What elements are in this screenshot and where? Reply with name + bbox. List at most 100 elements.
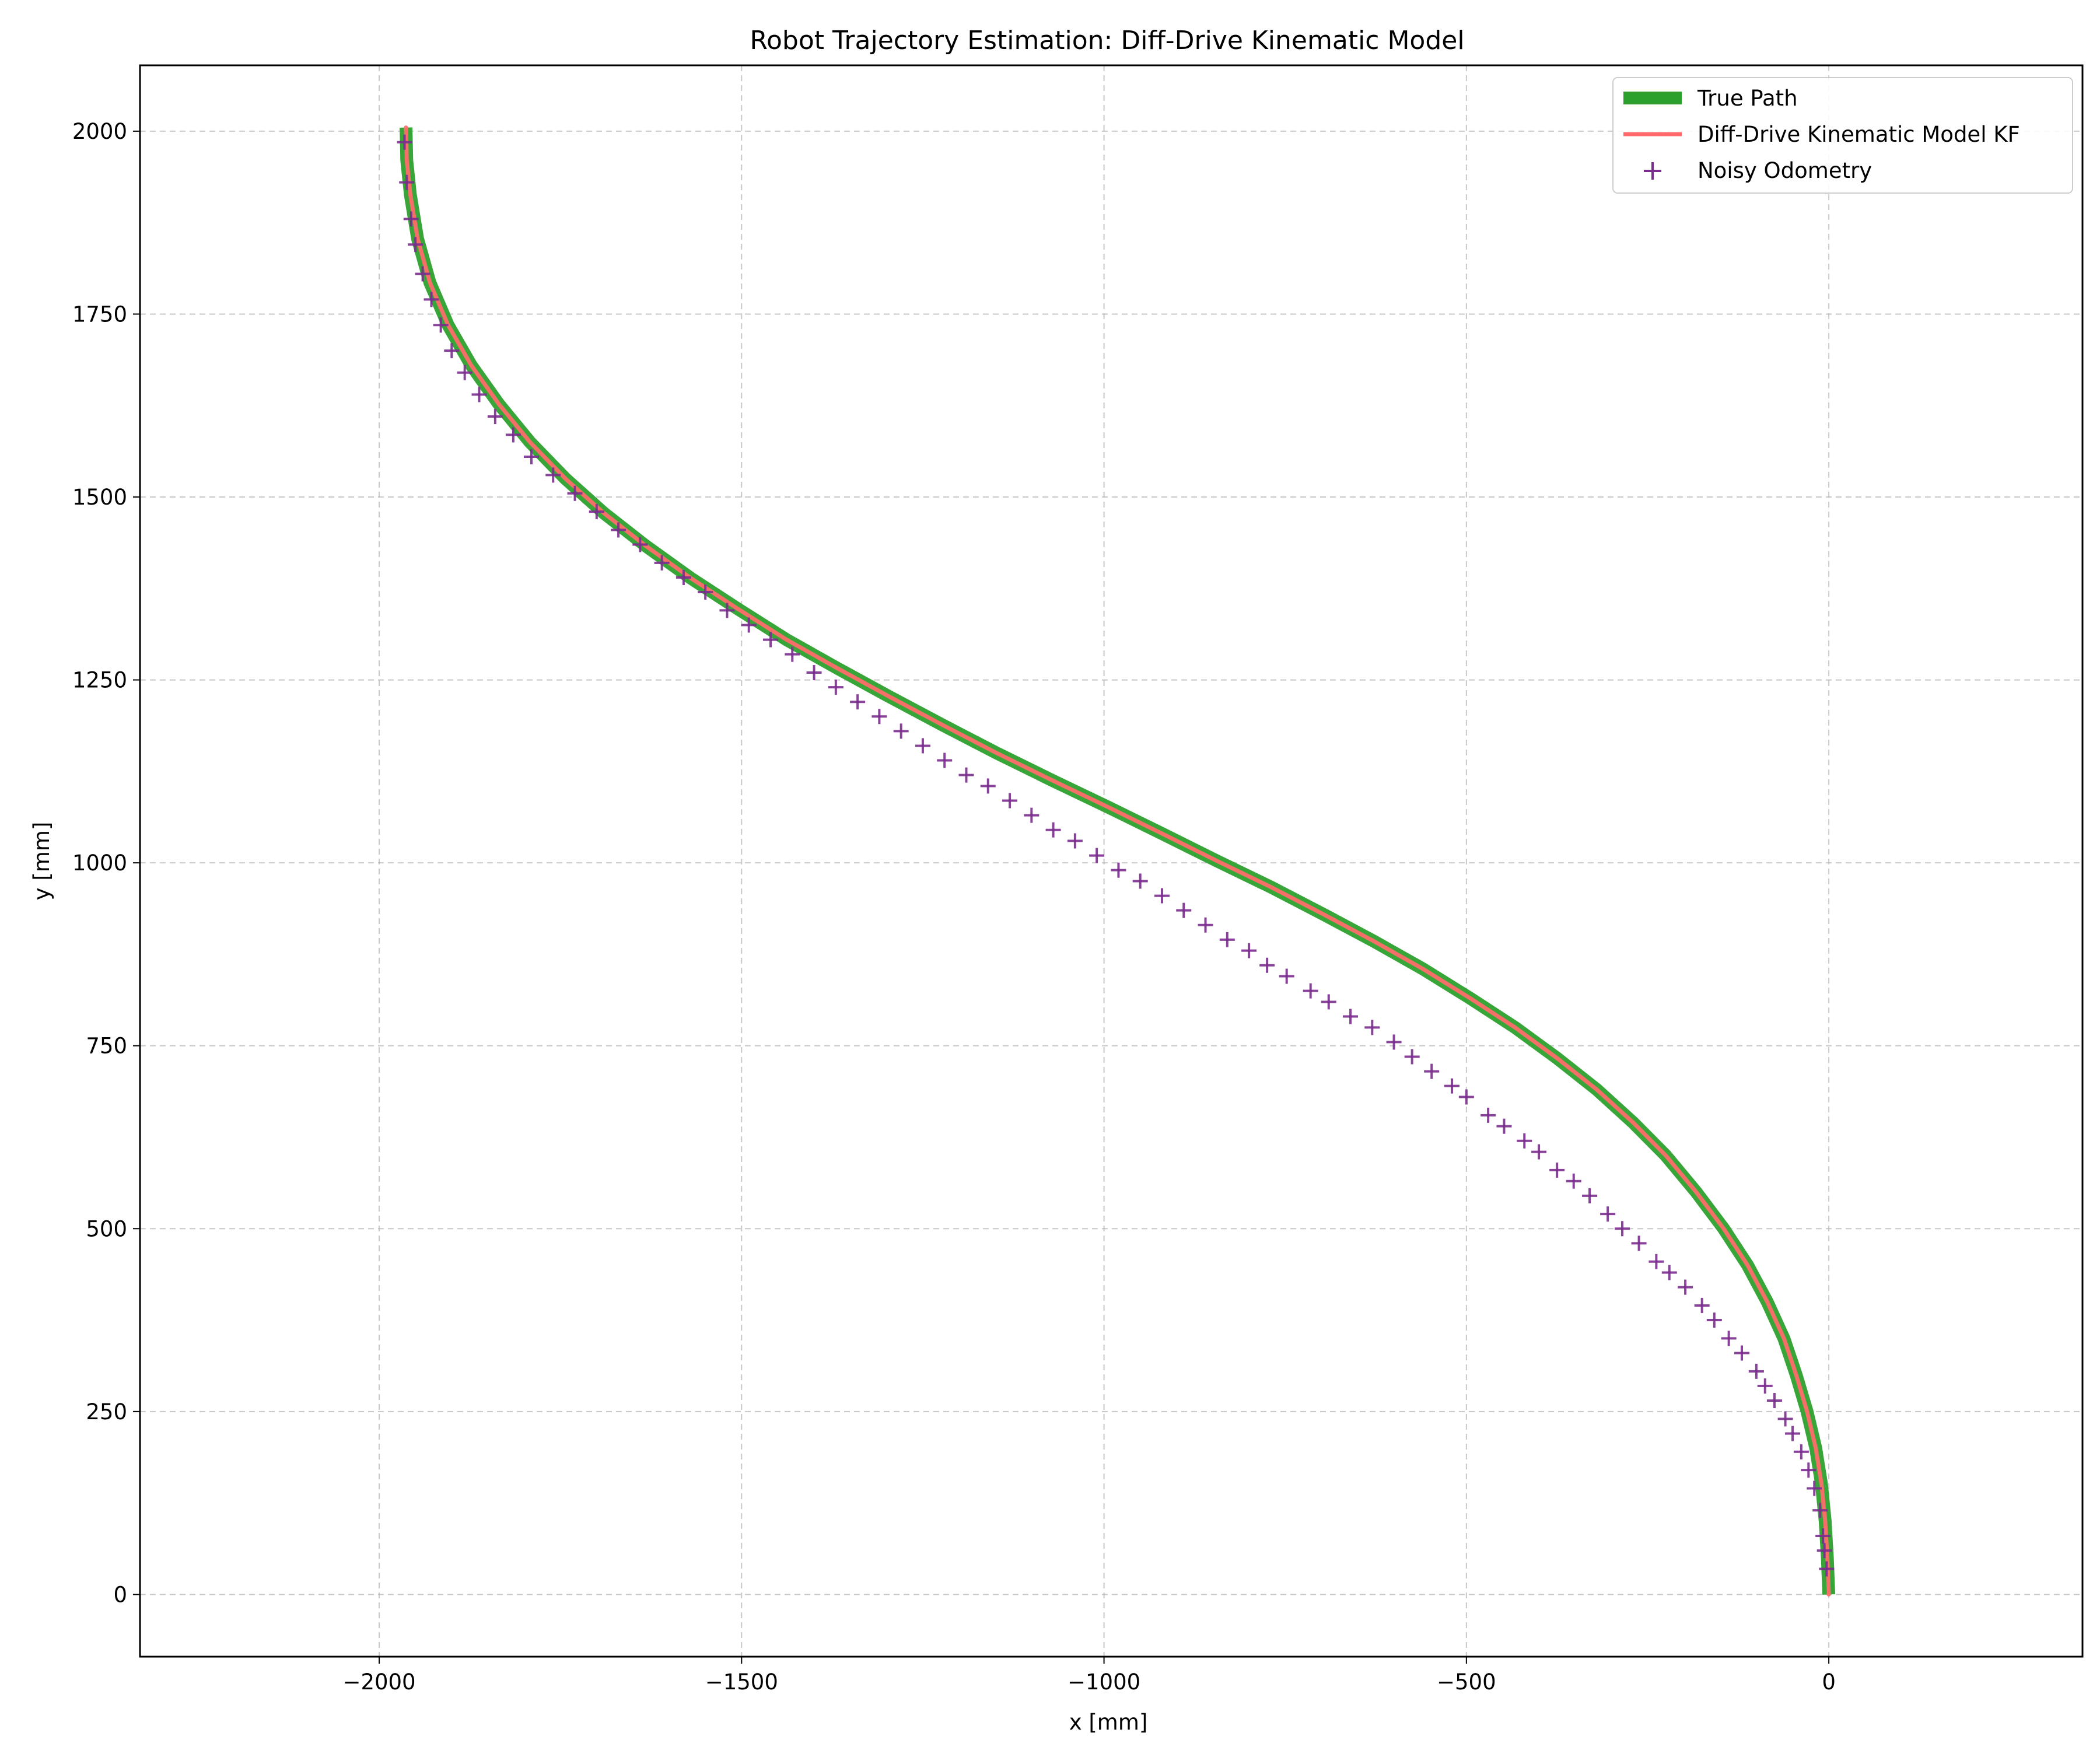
odometry-point [1480,1107,1496,1123]
odometry-point [1045,822,1061,838]
odometry-point [1424,1063,1440,1079]
x-tick-label: 0 [1822,1670,1836,1695]
odometry-point [1531,1144,1547,1160]
odometry-point [1089,848,1105,863]
odometry-point [632,537,648,552]
odometry-point [457,365,473,380]
series-layer [397,125,1836,1597]
odometry-point [1706,1312,1722,1328]
odometry-point [1219,932,1235,947]
odometry-point [1766,1393,1782,1409]
odometry-point [1721,1331,1737,1346]
y-tick-label: 1500 [72,485,127,510]
odometry-point [1111,862,1126,878]
odometry-point [785,646,800,662]
odometry-point [1002,793,1018,808]
odometry-point [980,778,996,794]
odometry-point [424,292,439,307]
odometry-point [1321,994,1336,1010]
y-tick-label: 750 [86,1034,127,1059]
kf-estimate-line [404,125,1831,1597]
legend: True Path Diff-Drive Kinematic Model KF … [1612,77,2073,194]
odometry-point [850,694,866,710]
odometry-point [397,134,412,150]
odometry-point [872,709,887,724]
odometry-point [433,317,449,333]
odometry-point [741,617,757,633]
odometry-point [1631,1236,1647,1251]
odometry-point [1279,968,1294,984]
odometry-point [1404,1049,1420,1065]
odometry-point [1496,1118,1512,1134]
odometry-point [915,738,930,754]
odometry-point [1517,1133,1532,1149]
odometry-point [1067,833,1083,849]
odometry-point [1748,1363,1764,1379]
odometry-point [1801,1462,1817,1478]
y-tick-label: 500 [86,1216,127,1241]
odometry-point [1600,1206,1616,1222]
x-axis-title: x [mm] [1069,1710,1148,1735]
odometry-point [399,174,415,190]
chart-title: Robot Trajectory Estimation: Diff-Drive … [750,26,1464,55]
odometry-point [763,632,779,648]
odometry-point [1694,1297,1710,1313]
odometry-point [1734,1345,1750,1361]
x-tick-label: −500 [1437,1670,1496,1695]
odometry-point [1024,807,1040,823]
odometry-point [1458,1089,1474,1105]
y-axis-ticks: 0 250 500 750 1000 1250 1500 1750 2000 [72,119,140,1607]
odometry-point [487,409,503,425]
legend-kf-label: Diff-Drive Kinematic Model KF [1698,122,2020,147]
odometry-point [1661,1265,1677,1280]
odometry-point [719,603,735,618]
odometry-point [1176,902,1192,918]
odometry-point [1784,1426,1800,1441]
odometry-point [1678,1279,1693,1295]
odometry-point [1386,1034,1402,1050]
y-axis-title: y [mm] [29,822,54,901]
odometry-point [654,555,670,570]
legend-odometry-label: Noisy Odometry [1698,158,1872,183]
odometry-point [1154,888,1170,904]
odometry-point [1812,1503,1828,1518]
odometry-point [589,504,604,520]
odometry-point [1815,1528,1831,1544]
odometry-point [444,343,460,359]
odometry-point [523,449,539,465]
legend-true-path-label: True Path [1697,86,1798,111]
odometry-point [1198,917,1213,933]
odometry-point [1817,1543,1832,1559]
x-tick-label: −1500 [705,1670,778,1695]
y-tick-label: 1750 [72,302,127,327]
odometry-point [1132,873,1148,889]
odometry-point [937,752,953,768]
odometry-point [545,467,561,483]
odometry-point [1757,1378,1773,1394]
plot-frame [139,64,2084,1658]
odometry-point [415,266,430,282]
odometry-point [567,485,583,501]
odometry-point [1614,1221,1630,1237]
odometry-point [698,584,713,600]
y-tick-label: 1250 [72,668,127,693]
odometry-point [611,522,626,538]
odometry-point [471,387,487,402]
odometry-point [1566,1173,1581,1189]
legend-odometry-marker [1644,162,1661,180]
odometry-point [1549,1162,1565,1178]
odometry-point [958,767,974,783]
y-tick-label: 0 [113,1582,127,1607]
odometry-point [408,237,424,253]
y-tick-label: 250 [86,1399,127,1424]
odometry-point [1241,943,1257,958]
x-tick-label: −2000 [342,1670,415,1695]
odometry-point [505,427,521,443]
odometry-point [403,211,419,227]
odometry-point [1364,1020,1380,1035]
legend-box [1612,77,2073,194]
odometry-point [1648,1254,1664,1269]
noisy-odometry-points [397,134,1835,1577]
odometry-point [806,665,822,681]
